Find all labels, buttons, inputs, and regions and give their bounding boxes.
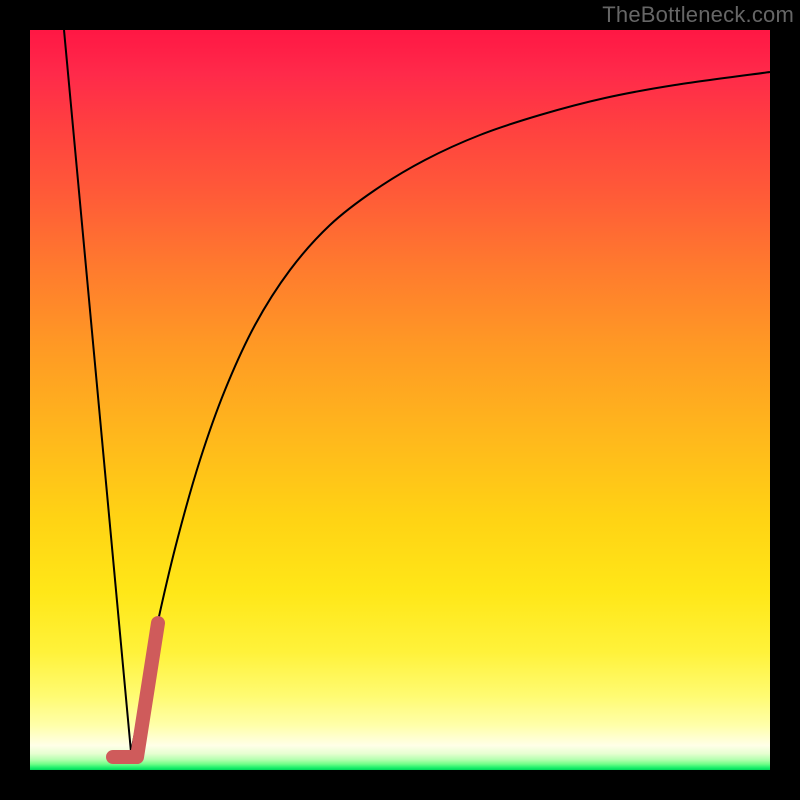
watermark-text: TheBottleneck.com xyxy=(602,2,794,28)
chart-container: TheBottleneck.com xyxy=(0,0,800,800)
bottleneck-chart xyxy=(0,0,800,800)
plot-background xyxy=(30,30,770,770)
